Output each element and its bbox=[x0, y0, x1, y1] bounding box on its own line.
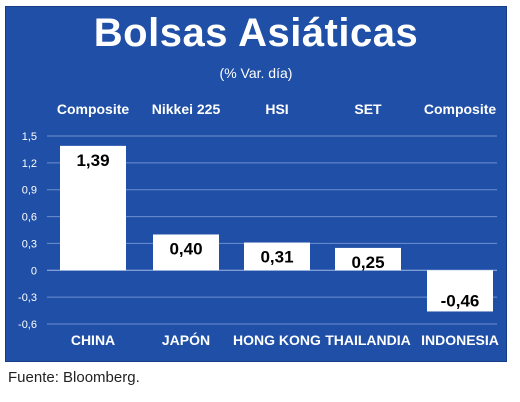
data-label: -0,46 bbox=[441, 291, 480, 310]
y-tick-label: 0,6 bbox=[22, 212, 37, 224]
index-name-label: Nikkei 225 bbox=[152, 101, 221, 117]
data-label: 1,39 bbox=[76, 151, 109, 170]
bar bbox=[153, 234, 219, 271]
x-tick-label: THAILANDIA bbox=[325, 332, 411, 348]
bar-chart: 1,5 1,2 0,9 0,6 0,3 0 -0,3 -0,6 1,39 Composite CHI… bbox=[18, 101, 499, 348]
bar bbox=[335, 247, 401, 271]
index-name-label: SET bbox=[354, 101, 382, 117]
data-label: 0,31 bbox=[260, 248, 293, 267]
chart-subtitle: (% Var. día) bbox=[219, 65, 293, 81]
source-note: Fuente: Bloomberg. bbox=[8, 369, 140, 386]
chart-title: Bolsas Asiáticas bbox=[93, 11, 419, 55]
y-tick-label: 1,5 bbox=[22, 131, 37, 143]
y-tick-label: -0,6 bbox=[18, 319, 37, 331]
y-tick-label: -0,3 bbox=[18, 292, 37, 304]
y-tick-label: 1,2 bbox=[22, 158, 37, 170]
y-tick-label: 0 bbox=[31, 265, 37, 277]
y-tick-label: 0,9 bbox=[22, 185, 37, 197]
bar bbox=[427, 270, 493, 312]
y-tick-label: 0,3 bbox=[22, 238, 37, 250]
index-name-label: HSI bbox=[265, 101, 288, 117]
x-tick-label: INDONESIA bbox=[421, 332, 499, 348]
bar bbox=[244, 242, 310, 271]
data-label: 0,40 bbox=[169, 239, 202, 258]
x-tick-label: HONG KONG bbox=[233, 332, 321, 348]
index-name-label: Composite bbox=[424, 101, 497, 117]
x-tick-label: JAPÓN bbox=[162, 331, 210, 348]
bar bbox=[60, 145, 126, 271]
x-tick-label: CHINA bbox=[71, 332, 115, 348]
index-name-label: Composite bbox=[57, 101, 130, 117]
data-label: 0,25 bbox=[351, 253, 384, 272]
